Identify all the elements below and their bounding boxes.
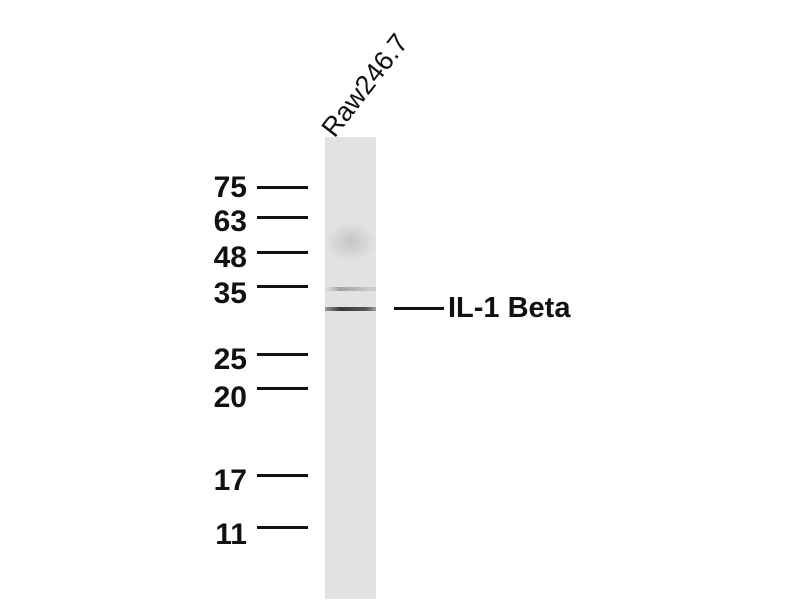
lane-label: Raw246.7	[315, 28, 415, 143]
marker-line-11	[257, 526, 308, 529]
marker-line-63	[257, 216, 308, 219]
marker-label-17: 17	[213, 464, 247, 497]
marker-line-75	[257, 186, 308, 189]
marker-line-25	[257, 353, 308, 356]
marker-line-20	[257, 387, 308, 390]
blot-lane	[325, 137, 376, 599]
marker-label-25: 25	[213, 343, 247, 376]
il1-beta-band	[325, 307, 376, 311]
faint-band	[325, 287, 376, 291]
marker-label-11: 11	[215, 518, 247, 551]
target-pointer-line	[394, 307, 444, 310]
marker-line-35	[257, 285, 308, 288]
marker-label-75: 75	[213, 171, 247, 204]
marker-label-48: 48	[213, 241, 247, 274]
target-label: IL-1 Beta	[448, 292, 571, 324]
marker-label-20: 20	[213, 381, 247, 414]
marker-line-48	[257, 251, 308, 254]
marker-label-63: 63	[213, 205, 247, 238]
marker-line-17	[257, 474, 308, 477]
marker-label-35: 35	[213, 277, 247, 310]
smear-band	[325, 222, 376, 262]
